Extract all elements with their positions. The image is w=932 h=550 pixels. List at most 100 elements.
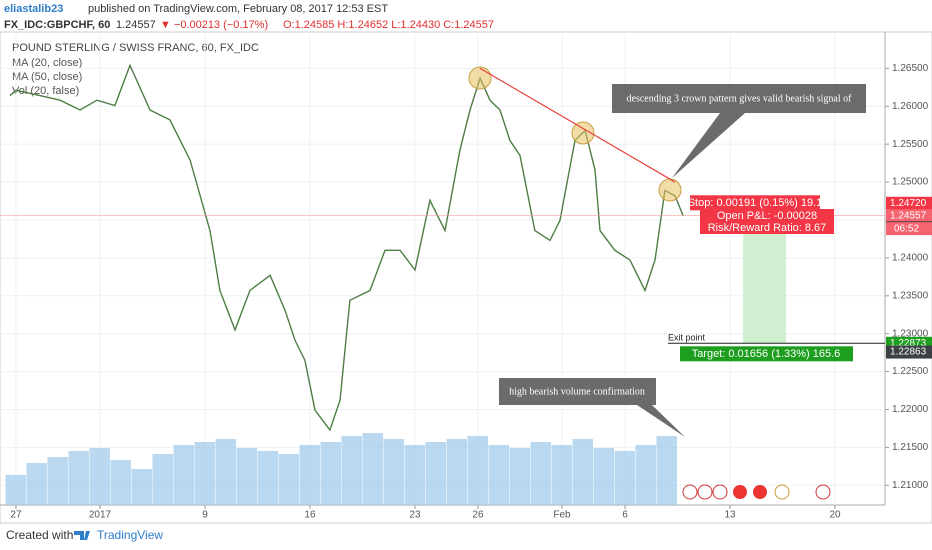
x-tick-label: 26 <box>472 510 484 521</box>
volume-bar <box>656 436 678 505</box>
x-tick-label: 23 <box>409 510 421 521</box>
volume-bar <box>341 436 362 505</box>
y-tick-label: 1.23500 <box>892 290 929 301</box>
flag <box>697 484 713 500</box>
x-tick-label: 13 <box>724 510 736 521</box>
y-tick-label: 1.25500 <box>892 139 929 150</box>
ohlc: O:1.24585 H:1.24652 L:1.24430 C:1.24557 <box>283 19 494 31</box>
callout-box <box>612 84 866 178</box>
volume-bar <box>68 451 89 505</box>
last-price: 1.24557 <box>116 19 156 31</box>
peak-marker <box>468 66 492 90</box>
footer-text: Created with <box>6 528 73 542</box>
volume-bar <box>320 442 341 505</box>
callout-box <box>499 378 685 437</box>
volume-bar <box>551 445 572 505</box>
indicator: Vol (20, false) <box>12 85 79 97</box>
volume-bar <box>488 445 509 505</box>
target-box <box>680 346 853 362</box>
volume-bar <box>299 445 320 505</box>
price-label: 1.22863 <box>890 347 927 358</box>
volume-bar <box>467 436 488 505</box>
callout-text: descending 3 crown pattern gives valid b… <box>627 93 853 104</box>
volume-bar <box>404 445 425 505</box>
x-tick-label: 6 <box>622 510 628 521</box>
volume-bar <box>110 460 131 505</box>
pnl-box <box>700 209 834 234</box>
y-tick-label: 1.26000 <box>892 101 929 112</box>
price-label-box <box>886 196 932 210</box>
footer-brand: TradingView <box>97 528 163 542</box>
indicator: MA (20, close) <box>12 57 82 69</box>
x-tick-label: 27 <box>10 510 22 521</box>
x-tick-label: 9 <box>202 510 208 521</box>
countdown: 06:52 <box>894 223 919 234</box>
volume-bar <box>593 448 615 505</box>
y-tick-label: 1.21500 <box>892 442 929 453</box>
volume-bar <box>47 457 68 505</box>
volume-bar <box>257 451 278 505</box>
price-label-box <box>886 209 932 223</box>
volume-bar <box>530 442 551 505</box>
volume-bar <box>215 439 236 505</box>
volume-bar <box>278 454 299 505</box>
price-label-box <box>886 345 932 359</box>
x-tick-label: 16 <box>304 510 316 521</box>
rr-label: Risk/Reward Ratio: 8.67 <box>708 222 827 234</box>
volume-bar <box>173 445 194 505</box>
volume-bar <box>236 448 257 505</box>
flag <box>682 484 698 500</box>
volume-bar <box>152 454 173 505</box>
flag <box>774 484 790 500</box>
price-label: 1.24557 <box>890 210 927 221</box>
y-tick-label: 1.23000 <box>892 328 929 339</box>
volume-bar <box>572 439 594 505</box>
stop-box <box>690 195 820 211</box>
flag <box>712 484 728 500</box>
volume-bar <box>383 439 404 505</box>
x-tick-label: 20 <box>829 510 841 521</box>
publisher: eliastalib23 <box>4 3 63 15</box>
volume-bar <box>614 451 636 505</box>
volume-bar <box>362 433 383 505</box>
volume-bar <box>509 448 530 505</box>
callout-text: high bearish volume confirmation <box>509 386 645 397</box>
price-line <box>9 63 684 432</box>
x-tick-label: 2017 <box>89 510 112 521</box>
price-label: 1.22873 <box>890 338 927 349</box>
exit-label: Exit point <box>668 333 706 343</box>
y-tick-label: 1.22500 <box>892 366 929 377</box>
symbol: FX_IDC:GBPCHF, 60 <box>4 19 110 31</box>
volume-bar <box>89 448 110 505</box>
stop-label: Stop: 0.00191 (0.15%) 19.1 <box>688 197 823 209</box>
logo <box>74 531 90 540</box>
y-tick-label: 1.21000 <box>892 480 929 491</box>
volume-bar <box>194 442 215 505</box>
volume-bar <box>26 463 47 505</box>
y-tick-label: 1.22000 <box>892 404 929 415</box>
change: ▼ −0.00213 (−0.17%) <box>160 19 268 31</box>
footer: Created with TradingView <box>6 528 163 542</box>
y-tick-label: 1.24000 <box>892 253 929 264</box>
peak-marker <box>658 178 682 202</box>
x-tick-label: Feb <box>553 510 571 521</box>
flag <box>815 484 831 500</box>
trendline <box>479 67 676 183</box>
y-tick-label: 1.26500 <box>892 63 929 74</box>
volume-bar <box>131 469 152 505</box>
flag <box>753 485 767 499</box>
volume-bar <box>425 442 446 505</box>
volume-bar <box>5 475 26 505</box>
published: published on TradingView.com, February 0… <box>88 3 388 15</box>
price-label: 1.24720 <box>890 198 927 209</box>
event-flags <box>682 484 831 500</box>
frame <box>0 31 932 524</box>
volume-bar <box>635 445 657 505</box>
pnl-label: Open P&L: -0.00028 <box>717 210 817 222</box>
chart-title: POUND STERLING / SWISS FRANC, 60, FX_IDC <box>12 42 259 54</box>
flag <box>733 485 747 499</box>
y-tick-label: 1.25000 <box>892 177 929 188</box>
volume-bar <box>446 439 467 505</box>
indicator: MA (50, close) <box>12 71 82 83</box>
